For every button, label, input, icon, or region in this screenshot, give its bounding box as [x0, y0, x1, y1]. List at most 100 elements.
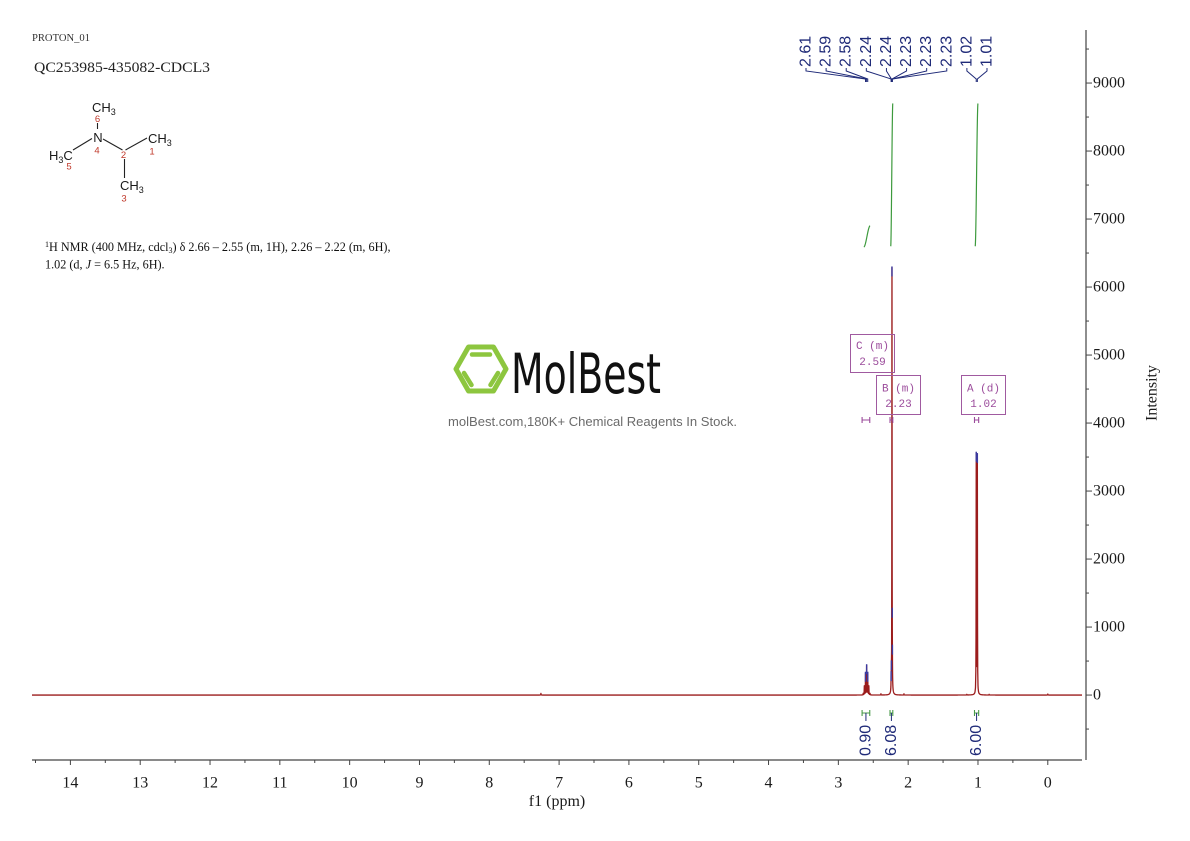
peak-label: 2.58 — [838, 36, 855, 67]
peak-label-connector — [891, 68, 908, 82]
multiplet-annotations: C (m) 2.59 B (m) 2.23 A (d) 1.02 — [850, 334, 1006, 415]
y-tick-label: 6000 — [1093, 279, 1125, 296]
atom-subscript: 3 — [167, 138, 172, 148]
spectrum-plot: 14 13 12 11 10 9 8 7 6 5 4 3 2 1 0f1 (ppm)010002000300… — [31, 30, 1161, 810]
report-header: PROTON_01 QC253985-435082-CDCL3 — [32, 33, 210, 76]
peak-label: 1.02 — [958, 36, 975, 67]
x-tick-label: 10 — [342, 775, 358, 792]
coupling-constant-symbol: J — [86, 258, 92, 272]
atom-number-5: 5 — [66, 162, 71, 173]
brand-name: MolBest — [511, 342, 661, 406]
peak-label-connector — [976, 68, 988, 82]
x-tick-label: 1 — [974, 775, 982, 792]
peak-label: 2.61 — [798, 36, 815, 67]
integral-curve — [863, 225, 871, 248]
peak-label: 2.24 — [878, 36, 895, 67]
x-tick-label: 9 — [415, 775, 423, 792]
x-tick-label: 6 — [625, 775, 633, 792]
atom-text: C — [63, 148, 72, 163]
atom-text: CH — [120, 178, 139, 193]
multiplet-range-marker — [861, 417, 871, 423]
atom-number-6: 6 — [95, 114, 100, 125]
sample-name: QC253985-435082-CDCL3 — [34, 60, 210, 76]
x-tick-label: 2 — [904, 775, 912, 792]
integral-value: 6.00 — [968, 725, 985, 756]
integrals: 0.90 6.08 6.00 — [857, 103, 985, 756]
experiment-name: PROTON_01 — [32, 33, 90, 44]
peak-label: 1.01 — [979, 36, 996, 67]
peak-label-connector — [891, 68, 948, 82]
atom-label-c5: H3C — [49, 148, 73, 165]
multiplet-title: C (m) — [856, 341, 889, 353]
benzene-logo-icon — [453, 344, 509, 394]
superscript-isotope: 1 — [45, 240, 49, 249]
x-tick-label: 11 — [272, 775, 287, 792]
atom-label-n4: N — [93, 130, 102, 145]
atom-subscript: 3 — [111, 107, 116, 117]
description-text: 1.02 (d, — [45, 258, 86, 272]
peak-label-connector — [865, 68, 892, 82]
subscript-text: 3 — [169, 246, 173, 255]
peak-label-connector — [825, 68, 868, 82]
atom-number-1: 1 — [149, 147, 154, 158]
x-tick-label: 14 — [62, 775, 78, 792]
atom-text: CH — [92, 100, 111, 115]
multiplet-box-frame — [850, 334, 895, 373]
nmr-description: 1H NMR (400 MHz, cdcl3) δ 2.66 – 2.55 (m… — [45, 240, 391, 272]
multiplet-range-markers — [861, 417, 980, 423]
description-text: = 6.5 Hz, 6H). — [91, 258, 165, 272]
y-tick-label: 1000 — [1093, 619, 1125, 636]
peak-label-connector — [845, 68, 869, 82]
multiplet-shift: 2.23 — [885, 399, 911, 411]
description-text: H NMR (400 MHz, cdcl — [49, 240, 169, 254]
integral-curve — [890, 103, 894, 247]
atom-label-c6: CH3 — [92, 100, 116, 117]
x-tick-label: 12 — [202, 775, 218, 792]
peak-label: 2.59 — [818, 36, 835, 67]
peak-label: 2.24 — [858, 36, 875, 67]
peak-label-connector — [966, 68, 977, 82]
multiplet-box-frame — [876, 375, 921, 415]
y-tick-label: 8000 — [1093, 143, 1125, 160]
x-tick-label: 3 — [834, 775, 842, 792]
atom-subscript: 3 — [139, 185, 144, 195]
atom-number-4: 4 — [94, 146, 99, 157]
atom-subscript: 3 — [58, 155, 63, 165]
atom-label-c1: CH3 — [148, 131, 172, 148]
x-tick-label: 4 — [765, 775, 773, 792]
multiplet-range-marker — [889, 417, 894, 423]
y-tick-label: 7000 — [1093, 211, 1125, 228]
nmr-description-line-2: 1.02 (d, J = 6.5 Hz, 6H). — [45, 258, 165, 272]
multiplet-title: A (d) — [967, 384, 1000, 396]
multiplet-shift: 2.59 — [859, 357, 885, 369]
y-tick-label: 9000 — [1093, 75, 1125, 92]
multiplet-box-frame — [961, 375, 1006, 415]
y-tick-label: 3000 — [1093, 483, 1125, 500]
x-tick-label: 0 — [1044, 775, 1052, 792]
atom-label-c3: CH3 — [120, 178, 144, 195]
x-axis-title: f1 (ppm) — [529, 793, 585, 810]
atom-number-2: 2 — [121, 150, 126, 161]
atom-number-3: 3 — [121, 194, 126, 205]
x-tick-label: 8 — [485, 775, 493, 792]
multiplet-shift: 1.02 — [970, 399, 996, 411]
y-tick-label: 2000 — [1093, 551, 1125, 568]
peak-label-connector — [805, 68, 867, 82]
x-tick-label: 7 — [555, 775, 563, 792]
integral-curve — [974, 103, 979, 247]
spectrum — [31, 266, 1083, 696]
bond-c5-n — [72, 138, 93, 151]
peak-label-connector — [885, 68, 892, 82]
peak-label: 2.23 — [938, 36, 955, 67]
atom-text: CH — [148, 131, 167, 146]
peak-label: 2.23 — [898, 36, 915, 67]
multiplet-title: B (m) — [882, 384, 915, 396]
spectrum-trace — [31, 266, 1083, 696]
y-tick-label: 5000 — [1093, 347, 1125, 364]
y-tick-label: 0 — [1093, 687, 1101, 704]
x-tick-label: 13 — [132, 775, 148, 792]
x-axis: 14 13 12 11 10 9 8 7 6 5 4 3 2 1 0f1 (ppm) — [32, 759, 1082, 810]
nmr-description-line-1: 1H NMR (400 MHz, cdcl3) δ 2.66 – 2.55 (m… — [45, 240, 391, 255]
